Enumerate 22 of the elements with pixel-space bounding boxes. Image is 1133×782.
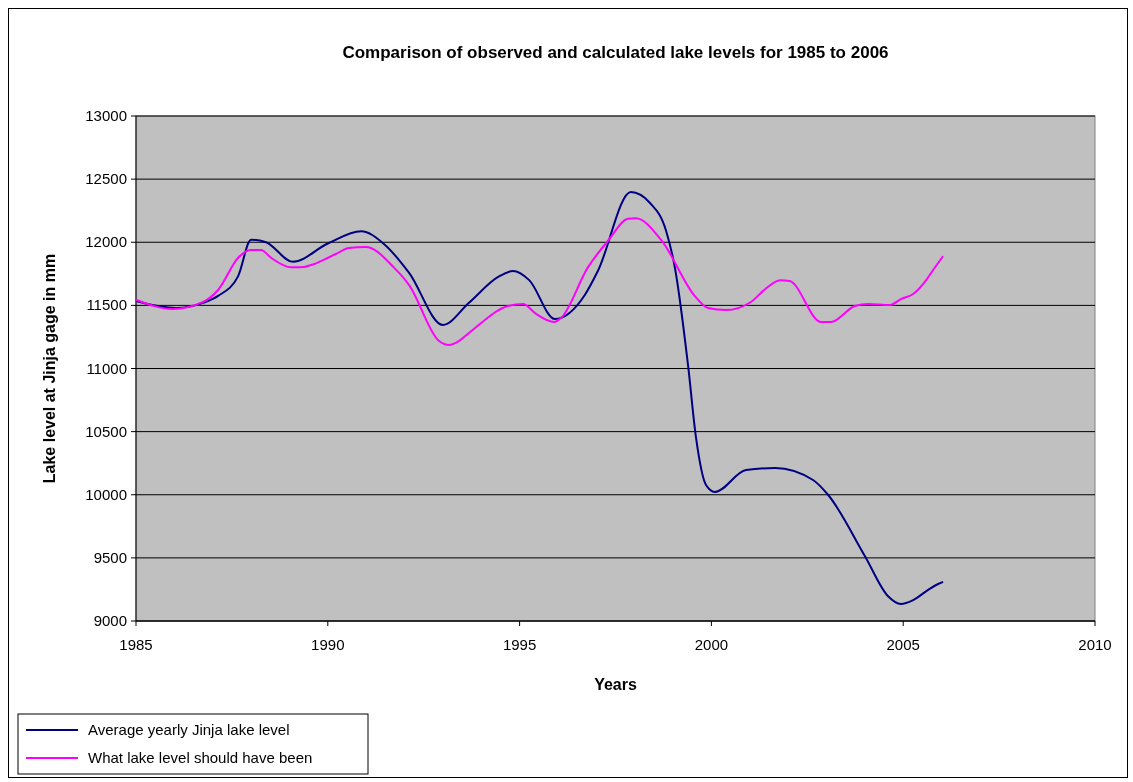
x-tick-label: 2005 [886, 636, 920, 653]
x-tick-label: 1995 [502, 636, 537, 653]
y-tick-label: 11500 [86, 296, 127, 314]
y-tick-label: 11000 [86, 359, 127, 377]
y-tick-label: 10000 [85, 485, 127, 503]
chart-title: Comparison of observed and calculated lake levels for 1985 to 2006 [342, 43, 889, 62]
x-tick-label: 2010 [1078, 636, 1112, 653]
y-tick-label: 12500 [85, 170, 127, 188]
y-tick-label: 9000 [93, 612, 127, 629]
line-series [135, 217, 945, 347]
x-axis-title: Years [594, 676, 637, 693]
y-tick-label: 13000 [85, 107, 127, 124]
x-tick-label: 2000 [694, 636, 729, 653]
line-series [135, 191, 945, 605]
y-tick-label: 10500 [85, 422, 127, 440]
legend-label: Average yearly Jinja lake level [88, 721, 290, 738]
x-tick-label: 1985 [119, 636, 153, 653]
legend-label: What lake level should have been [88, 749, 313, 766]
y-axis-title: Lake level at Jinja gage in mm [41, 253, 58, 484]
y-tick-label: 9500 [93, 548, 127, 566]
x-tick-label: 1990 [311, 636, 345, 653]
y-tick-label: 12000 [85, 233, 127, 251]
